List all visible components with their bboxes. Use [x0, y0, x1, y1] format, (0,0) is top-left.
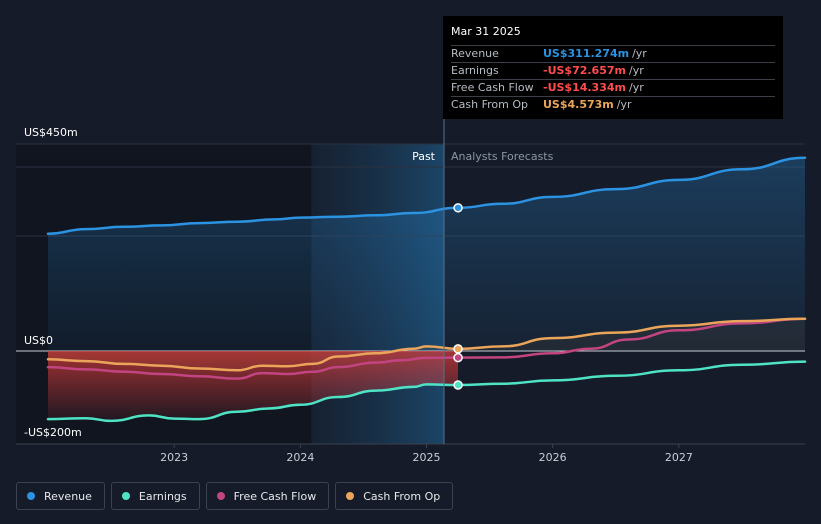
- y-tick-label: -US$200m: [24, 426, 82, 439]
- legend-item-earnings[interactable]: Earnings: [110, 482, 200, 510]
- tooltip-value: -US$72.657m: [543, 64, 626, 77]
- series-lines: [46, 156, 807, 423]
- past-label: Past: [412, 150, 436, 163]
- legend-dot-icon: [121, 492, 130, 500]
- tooltip-label: Revenue: [451, 47, 499, 60]
- legend-dot-icon: [27, 492, 35, 500]
- cash-from-op-area: [48, 318, 805, 371]
- x-tick-label: 2024: [286, 451, 314, 464]
- forecast-label: Analysts Forecasts: [451, 150, 554, 163]
- revenue-area: [48, 157, 805, 351]
- series-line-revenue: [46, 156, 807, 235]
- series-areas: [48, 157, 805, 421]
- x-tick-label: 2025: [413, 451, 441, 464]
- y-tick-label: US$450m: [24, 126, 78, 139]
- marker-free-cash-flow[interactable]: [453, 352, 463, 363]
- tooltip-row-revenue: Revenue US$311.274m /yr: [451, 45, 775, 62]
- series-line-free-cash-flow: [46, 317, 807, 380]
- legend-item-cash-from-op[interactable]: Cash From Op: [335, 482, 454, 510]
- legend: Revenue Earnings Free Cash Flow Cash Fro…: [16, 482, 454, 510]
- negative-area: [48, 351, 459, 421]
- x-tick-label: 2027: [665, 451, 693, 464]
- legend-label: Cash From Op: [363, 489, 441, 503]
- series-markers: [453, 203, 463, 390]
- tooltip-date: Mar 31 2025: [451, 25, 521, 38]
- tooltip-unit: /yr: [632, 47, 647, 60]
- tooltip-unit: /yr: [628, 81, 644, 94]
- legend-dot-icon: [216, 492, 225, 500]
- legend-dot-icon: [346, 492, 355, 500]
- legend-item-revenue[interactable]: Revenue: [16, 482, 105, 510]
- x-tick-label: 2026: [539, 451, 567, 464]
- tooltip-unit: /yr: [628, 64, 644, 77]
- marker-earnings[interactable]: [453, 380, 463, 390]
- y-tick-label: US$0: [24, 334, 53, 347]
- tooltip-row-free-cash-flow: Free Cash Flow -US$14.334m /yr: [451, 79, 775, 96]
- series-line-earnings: [46, 360, 807, 423]
- legend-label: Earnings: [138, 489, 187, 503]
- marker-revenue[interactable]: [453, 203, 463, 213]
- axis-labels: US$450m US$0 -US$200m 2023 2024 2025 2026 2027: [24, 126, 693, 464]
- tooltip-value: -US$14.334m: [543, 81, 626, 94]
- tooltip-value: US$311.274m: [543, 47, 630, 60]
- x-tick-label: 2023: [160, 451, 188, 464]
- tooltip-row-earnings: Earnings -US$72.657m /yr: [451, 62, 775, 79]
- legend-item-free-cash-flow[interactable]: Free Cash Flow: [205, 482, 330, 510]
- tooltip-label: Earnings: [451, 64, 499, 77]
- series-line-cash-from-op: [46, 317, 807, 372]
- tooltip-value: US$4.573m: [543, 98, 614, 111]
- tooltip-unit: /yr: [616, 98, 632, 111]
- tooltip: Mar 31 2025 Revenue US$311.274m /yr Earn…: [443, 16, 783, 119]
- legend-label: Free Cash Flow: [233, 489, 317, 503]
- marker-cash-from-op[interactable]: [453, 344, 463, 354]
- tooltip-label: Cash From Op: [451, 98, 529, 111]
- tooltip-row-cash-from-op: Cash From Op US$4.573m /yr: [451, 96, 775, 113]
- tooltip-label: Free Cash Flow: [451, 81, 534, 94]
- legend-label: Revenue: [44, 489, 92, 503]
